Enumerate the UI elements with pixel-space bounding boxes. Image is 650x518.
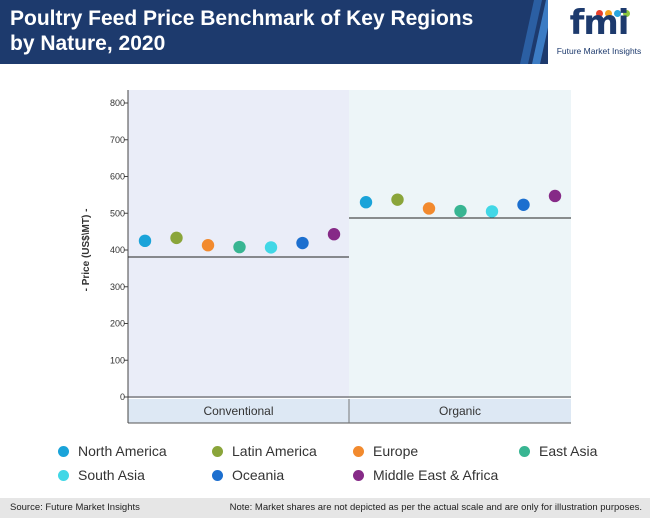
legend-label: Middle East & Africa [373,467,499,483]
legend-label: Oceania [232,467,285,483]
footer-note: Note: Market shares are not depicted as … [229,502,642,513]
brand-logo-mark: fmi [569,3,630,43]
legend-item: East Asia [519,441,597,461]
legend-label: East Asia [539,443,598,459]
legend-dot-icon [58,469,69,481]
data-point-east-asia-organic [454,204,467,218]
y-axis-title: - Price (US$\MT) - [81,209,92,292]
y-tick-label: 0 [120,392,125,402]
footer-source: Source: Future Market Insights [10,502,140,513]
title-line-2: by Nature, 2020 [10,32,166,55]
category-label-organic: Organic [439,404,481,418]
legend-label: North America [78,443,167,459]
data-point-north-america-conventional [138,234,152,248]
page-title: Poultry Feed Price Benchmark of Key Regi… [10,6,530,56]
data-point-south-asia-conventional [264,241,278,254]
organic-panel [349,90,571,398]
legend-label: South Asia [78,467,145,483]
logo-dots-icon [596,4,642,17]
data-point-europe-conventional [201,239,215,252]
legend-dot-icon [58,445,69,457]
data-point-oceania-organic [517,198,530,211]
data-point-latin-america-organic [391,193,404,206]
legend-dot-icon [212,469,223,481]
legend-label: Latin America [232,443,317,459]
y-tick-label: 700 [110,135,125,145]
y-tick-label: 200 [110,319,125,329]
y-tick-label: 800 [110,98,125,108]
legend-label: Europe [373,443,419,459]
data-point-middle-east-africa-organic [548,189,562,203]
legend-dot-icon [353,469,364,481]
data-point-middle-east-africa-conventional [327,227,341,241]
footer-bar: Source: Future Market Insights Note: Mar… [0,498,650,518]
legend-item: South Asia [58,465,145,485]
header-banner: Poultry Feed Price Benchmark of Key Regi… [0,0,650,64]
y-tick-label: 300 [110,282,125,292]
y-tick-label: 400 [110,245,125,255]
y-tick-label: 100 [110,355,125,365]
legend-item: North America [58,441,167,461]
chart-area: 0 100 200 300 400 500 600 700 800 - Price (US$\MT… [81,90,571,424]
legend-item: Middle East & Africa [353,465,498,485]
legend-item: Europe [353,441,418,461]
legend-item: Oceania [212,465,284,485]
legend-item: Latin America [212,441,317,461]
y-tick-label: 500 [110,208,125,218]
data-point-europe-organic [422,202,436,215]
data-point-north-america-organic [359,196,373,209]
legend-dot-icon [212,445,223,457]
data-point-south-asia-organic [485,205,499,218]
category-label-conventional: Conventional [203,404,273,418]
data-point-east-asia-conventional [233,240,246,254]
data-point-latin-america-conventional [170,231,183,245]
brand-name: Future Market Insights [556,46,642,56]
chart-legend: North America Latin America Europe East Asi… [0,440,650,496]
y-tick-label: 600 [110,172,125,182]
data-point-oceania-conventional [296,236,309,250]
legend-dot-icon [519,445,530,457]
title-line-1: Poultry Feed Price Benchmark of Key Regi… [10,7,474,30]
legend-dot-icon [353,445,364,457]
